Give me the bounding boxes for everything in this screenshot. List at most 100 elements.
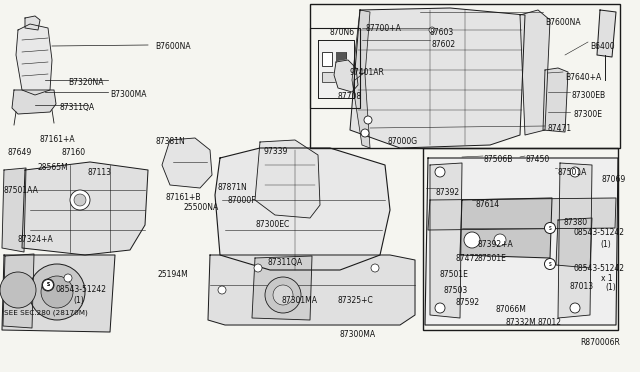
Text: 87000F: 87000F (228, 196, 257, 205)
Polygon shape (350, 8, 525, 148)
Polygon shape (215, 148, 390, 270)
Polygon shape (352, 10, 370, 148)
Circle shape (64, 274, 72, 282)
Polygon shape (543, 68, 568, 132)
Polygon shape (460, 198, 552, 258)
Text: B6400: B6400 (590, 42, 614, 51)
Polygon shape (162, 138, 212, 188)
Polygon shape (16, 24, 52, 95)
Bar (336, 52, 346, 66)
Text: 87069: 87069 (601, 175, 625, 184)
Text: 87013: 87013 (569, 282, 593, 291)
Text: 87649: 87649 (7, 148, 31, 157)
Text: 87603: 87603 (430, 28, 454, 37)
Text: x 1: x 1 (601, 274, 612, 283)
Circle shape (74, 194, 86, 206)
Text: 87472: 87472 (455, 254, 479, 263)
Polygon shape (318, 40, 354, 98)
Text: 87311QA: 87311QA (268, 258, 303, 267)
Text: 08543-51242: 08543-51242 (574, 228, 625, 237)
Text: 87160: 87160 (62, 148, 86, 157)
Text: 87503: 87503 (443, 286, 467, 295)
Text: 87012: 87012 (537, 318, 561, 327)
Text: (1): (1) (605, 283, 616, 292)
Text: B7640+A: B7640+A (565, 73, 601, 82)
Bar (310, 28, 360, 108)
Text: 25500NA: 25500NA (183, 203, 218, 212)
Circle shape (42, 279, 54, 291)
Text: 87311QA: 87311QA (60, 103, 95, 112)
Polygon shape (3, 254, 34, 328)
Text: 87471: 87471 (547, 124, 571, 133)
Bar (322, 72, 346, 82)
Text: 97339: 97339 (264, 147, 289, 156)
Text: 87392: 87392 (436, 188, 460, 197)
Bar (310, 4, 620, 148)
Circle shape (361, 129, 369, 137)
Text: 87300MA: 87300MA (340, 330, 376, 339)
Polygon shape (428, 198, 616, 230)
Text: (1): (1) (73, 296, 84, 305)
Text: 87332M: 87332M (505, 318, 536, 327)
Text: 87614: 87614 (476, 200, 500, 209)
Polygon shape (2, 255, 115, 332)
Circle shape (42, 279, 54, 291)
Text: 87506B: 87506B (483, 155, 513, 164)
Circle shape (429, 27, 435, 33)
Text: 28565M: 28565M (38, 163, 68, 172)
Text: 87501AA: 87501AA (4, 186, 39, 195)
Circle shape (218, 286, 226, 294)
Text: 87381N: 87381N (155, 137, 185, 146)
Text: 87708: 87708 (338, 92, 362, 101)
Text: 87700+A: 87700+A (366, 24, 402, 33)
Text: 87602: 87602 (432, 40, 456, 49)
Circle shape (364, 116, 372, 124)
Polygon shape (597, 10, 616, 57)
Polygon shape (425, 158, 618, 325)
Circle shape (494, 234, 506, 246)
Polygon shape (12, 90, 56, 114)
Polygon shape (520, 10, 550, 135)
Text: 08543-51242: 08543-51242 (574, 264, 625, 273)
Polygon shape (252, 256, 312, 320)
Text: B7600NA: B7600NA (545, 18, 580, 27)
Text: S: S (46, 282, 50, 288)
Circle shape (29, 264, 85, 320)
Circle shape (464, 232, 480, 248)
Polygon shape (2, 168, 26, 252)
Circle shape (435, 167, 445, 177)
Text: 87066M: 87066M (495, 305, 526, 314)
Text: 87380: 87380 (563, 218, 587, 227)
Circle shape (371, 264, 379, 272)
Text: 87592: 87592 (455, 298, 479, 307)
Circle shape (570, 303, 580, 313)
Bar (322, 52, 332, 66)
Text: 87300E: 87300E (573, 110, 602, 119)
Text: SEE SEC.280 (28170M): SEE SEC.280 (28170M) (4, 310, 88, 317)
Polygon shape (22, 162, 148, 255)
Text: 87301MA: 87301MA (281, 296, 317, 305)
Text: 87392+A: 87392+A (478, 240, 514, 249)
Text: 87325+C: 87325+C (337, 296, 372, 305)
Circle shape (273, 285, 293, 305)
Polygon shape (334, 60, 358, 92)
Text: 87501E: 87501E (478, 254, 507, 263)
Text: (1): (1) (600, 240, 611, 249)
Text: B7320NA: B7320NA (68, 78, 104, 87)
Text: S: S (47, 282, 49, 288)
Text: S: S (548, 262, 552, 266)
Polygon shape (556, 218, 592, 268)
Text: S: S (548, 225, 552, 231)
Text: B7300MA: B7300MA (110, 90, 147, 99)
Circle shape (41, 276, 73, 308)
Text: 08543-51242: 08543-51242 (55, 285, 106, 294)
Text: 87324+A: 87324+A (18, 235, 54, 244)
Text: 87450: 87450 (526, 155, 550, 164)
Text: B7600NA: B7600NA (155, 42, 191, 51)
Text: 87161+A: 87161+A (40, 135, 76, 144)
Circle shape (70, 190, 90, 210)
Text: 87501E: 87501E (439, 270, 468, 279)
Circle shape (0, 272, 36, 308)
Text: 870N6: 870N6 (330, 28, 355, 37)
Bar (423, 148, 618, 330)
